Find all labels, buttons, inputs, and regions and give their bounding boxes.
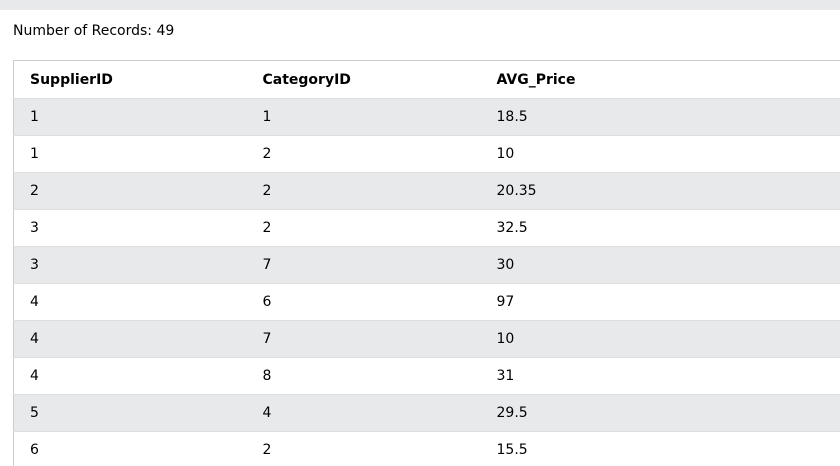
cell-categoryid: 1 xyxy=(246,98,481,136)
cell-supplierid: 4 xyxy=(13,320,247,358)
cell-categoryid: 6 xyxy=(246,283,481,321)
table-row: 4 6 97 xyxy=(13,283,840,321)
cell-supplierid: 6 xyxy=(13,431,247,466)
table-row: 4 8 31 xyxy=(13,357,840,395)
cell-avg-price: 10 xyxy=(480,135,840,173)
cell-categoryid: 2 xyxy=(246,172,481,210)
table-header-row: SupplierID CategoryID AVG_Price xyxy=(13,60,840,99)
table-row: 1 1 18.5 xyxy=(13,98,840,136)
cell-categoryid: 7 xyxy=(246,320,481,358)
cell-categoryid: 2 xyxy=(246,135,481,173)
cell-supplierid: 3 xyxy=(13,209,247,247)
cell-supplierid: 5 xyxy=(13,394,247,432)
cell-avg-price: 15.5 xyxy=(480,431,840,466)
cell-supplierid: 1 xyxy=(13,135,247,173)
table-row: 5 4 29.5 xyxy=(13,394,840,432)
cell-supplierid: 1 xyxy=(13,98,247,136)
result-panel: Number of Records: 49 SupplierID Categor… xyxy=(0,10,840,466)
cell-supplierid: 4 xyxy=(13,357,247,395)
table-row: 3 2 32.5 xyxy=(13,209,840,247)
cell-avg-price: 31 xyxy=(480,357,840,395)
table-row: 3 7 30 xyxy=(13,246,840,284)
cell-categoryid: 2 xyxy=(246,209,481,247)
cell-avg-price: 30 xyxy=(480,246,840,284)
column-header-supplierid: SupplierID xyxy=(13,60,247,99)
cell-avg-price: 10 xyxy=(480,320,840,358)
cell-supplierid: 3 xyxy=(13,246,247,284)
column-header-avg-price: AVG_Price xyxy=(480,60,840,99)
cell-avg-price: 18.5 xyxy=(480,98,840,136)
cell-supplierid: 4 xyxy=(13,283,247,321)
cell-supplierid: 2 xyxy=(13,172,247,210)
table-row: 6 2 15.5 xyxy=(13,431,840,466)
cell-avg-price: 20.35 xyxy=(480,172,840,210)
record-count: Number of Records: 49 xyxy=(13,23,175,39)
column-header-categoryid: CategoryID xyxy=(246,60,481,99)
cell-categoryid: 2 xyxy=(246,431,481,466)
cell-avg-price: 97 xyxy=(480,283,840,321)
cell-categoryid: 8 xyxy=(246,357,481,395)
cell-avg-price: 29.5 xyxy=(480,394,840,432)
table-row: 4 7 10 xyxy=(13,320,840,358)
result-table: SupplierID CategoryID AVG_Price 1 1 18.5… xyxy=(13,60,840,466)
cell-categoryid: 4 xyxy=(246,394,481,432)
table-row: 2 2 20.35 xyxy=(13,172,840,210)
cell-avg-price: 32.5 xyxy=(480,209,840,247)
cell-categoryid: 7 xyxy=(246,246,481,284)
table-row: 1 2 10 xyxy=(13,135,840,173)
